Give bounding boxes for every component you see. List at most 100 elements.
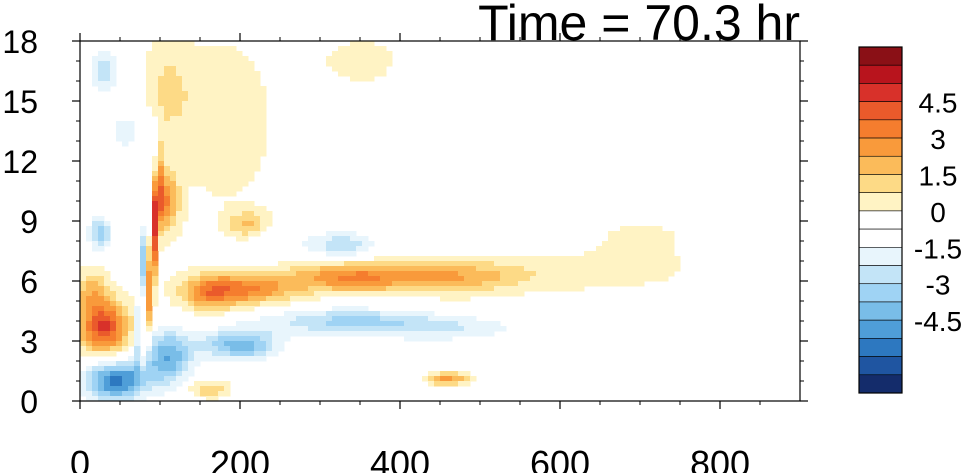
field-cell: [140, 371, 147, 377]
field-cell: [230, 221, 237, 227]
field-cell: [212, 131, 219, 137]
field-cell: [230, 291, 237, 297]
field-cell: [86, 291, 93, 297]
field-cell: [86, 366, 93, 372]
field-cell: [230, 111, 237, 117]
field-cell: [86, 226, 93, 232]
field-cell: [134, 356, 141, 362]
field-cell: [344, 306, 351, 312]
field-cell: [578, 286, 585, 292]
field-cell: [116, 326, 123, 332]
field-cell: [260, 211, 267, 217]
field-cell: [248, 136, 255, 142]
field-cell: [194, 71, 201, 77]
field-cell: [416, 276, 423, 282]
field-cell: [248, 306, 255, 312]
field-cell: [104, 311, 111, 317]
field-cell: [158, 241, 165, 247]
field-cell: [110, 381, 117, 387]
field-cell: [272, 281, 279, 287]
field-cell: [578, 276, 585, 282]
field-cell: [530, 286, 537, 292]
field-cell: [188, 281, 195, 287]
field-cell: [152, 171, 159, 177]
field-cell: [170, 236, 177, 242]
field-cell: [92, 341, 99, 347]
field-cell: [260, 126, 267, 132]
field-cell: [368, 261, 375, 267]
field-cell: [320, 331, 327, 337]
x-tick-label: 0: [70, 443, 90, 473]
field-cell: [248, 71, 255, 77]
field-cell: [296, 271, 303, 277]
field-cell: [194, 391, 201, 397]
field-cell: [158, 66, 165, 72]
field-cell: [104, 86, 111, 92]
field-cell: [302, 271, 309, 277]
field-cell: [188, 361, 195, 367]
field-cell: [368, 41, 375, 47]
field-cell: [428, 286, 435, 292]
field-cell: [650, 246, 657, 252]
field-cell: [260, 316, 267, 322]
field-cell: [332, 266, 339, 272]
field-cell: [218, 346, 225, 352]
field-cell: [638, 241, 645, 247]
field-cell: [122, 306, 129, 312]
field-cell: [248, 116, 255, 122]
field-cell: [176, 81, 183, 87]
field-cell: [194, 351, 201, 357]
field-cell: [158, 41, 165, 47]
field-cell: [572, 266, 579, 272]
field-cell: [446, 321, 453, 327]
field-cell: [590, 261, 597, 267]
field-cell: [218, 331, 225, 337]
field-cell: [236, 171, 243, 177]
field-cell: [122, 341, 129, 347]
field-cell: [218, 91, 225, 97]
field-cell: [194, 361, 201, 367]
field-cell: [644, 251, 651, 257]
field-cell: [146, 366, 153, 372]
field-cell: [248, 131, 255, 137]
field-cell: [224, 381, 231, 387]
field-cell: [242, 141, 249, 147]
field-cell: [206, 156, 213, 162]
field-cell: [200, 296, 207, 302]
field-cell: [254, 116, 261, 122]
field-cell: [512, 266, 519, 272]
field-cell: [614, 256, 621, 262]
field-cell: [212, 181, 219, 187]
field-cell: [302, 276, 309, 282]
field-cell: [566, 271, 573, 277]
field-cell: [632, 256, 639, 262]
field-cell: [320, 266, 327, 272]
colorbar: 4.531.50-1.5-3-4.5: [858, 46, 962, 394]
field-cell: [452, 286, 459, 292]
field-cell: [224, 346, 231, 352]
field-cell: [200, 61, 207, 67]
field-cell: [176, 216, 183, 222]
field-cell: [260, 286, 267, 292]
field-cell: [206, 186, 213, 192]
field-cell: [206, 96, 213, 102]
field-cell: [164, 216, 171, 222]
field-cell: [356, 56, 363, 62]
field-cell: [176, 61, 183, 67]
field-cell: [242, 116, 249, 122]
field-cell: [218, 141, 225, 147]
field-cell: [308, 291, 315, 297]
field-cell: [254, 276, 261, 282]
field-cell: [236, 266, 243, 272]
field-cell: [122, 376, 129, 382]
field-cell: [140, 291, 147, 297]
field-cell: [362, 246, 369, 252]
field-cell: [302, 241, 309, 247]
field-cell: [152, 196, 159, 202]
field-cell: [416, 291, 423, 297]
field-cell: [254, 336, 261, 342]
field-cell: [236, 326, 243, 332]
field-cell: [212, 356, 219, 362]
field-cell: [350, 56, 357, 62]
field-cell: [104, 276, 111, 282]
